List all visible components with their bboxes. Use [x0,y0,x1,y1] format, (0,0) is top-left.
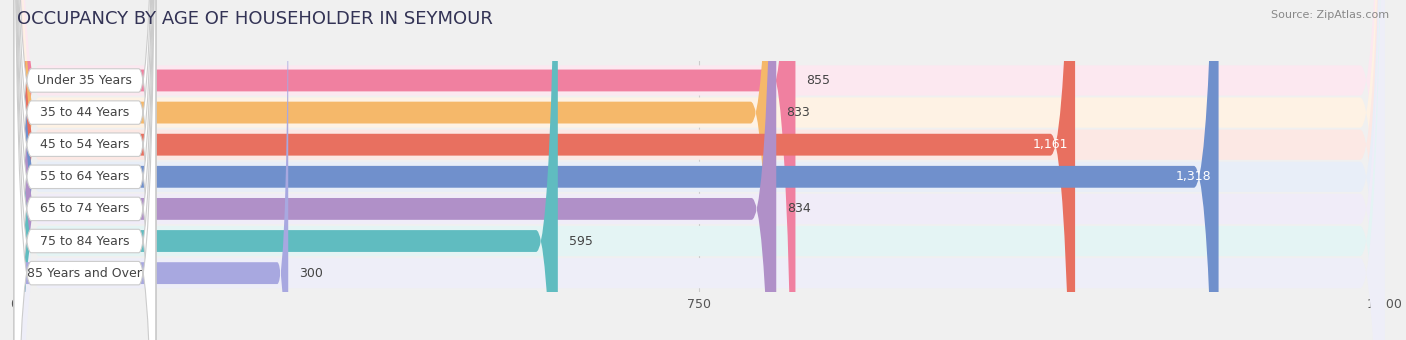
Text: 1,161: 1,161 [1032,138,1067,151]
FancyBboxPatch shape [14,0,288,340]
Text: 833: 833 [786,106,810,119]
Text: 855: 855 [807,74,831,87]
FancyBboxPatch shape [14,0,558,340]
FancyBboxPatch shape [14,0,1385,340]
FancyBboxPatch shape [14,0,1385,340]
FancyBboxPatch shape [14,0,156,340]
FancyBboxPatch shape [14,0,796,340]
Text: Source: ZipAtlas.com: Source: ZipAtlas.com [1271,10,1389,20]
Text: OCCUPANCY BY AGE OF HOUSEHOLDER IN SEYMOUR: OCCUPANCY BY AGE OF HOUSEHOLDER IN SEYMO… [17,10,492,28]
FancyBboxPatch shape [14,0,1076,340]
Text: 75 to 84 Years: 75 to 84 Years [41,235,129,248]
FancyBboxPatch shape [14,0,1385,340]
FancyBboxPatch shape [14,0,1385,340]
Text: Under 35 Years: Under 35 Years [38,74,132,87]
FancyBboxPatch shape [14,0,156,340]
Text: 35 to 44 Years: 35 to 44 Years [41,106,129,119]
Text: 834: 834 [787,202,811,216]
Text: 300: 300 [299,267,323,279]
FancyBboxPatch shape [14,0,156,340]
Text: 55 to 64 Years: 55 to 64 Years [41,170,129,183]
FancyBboxPatch shape [14,0,156,340]
FancyBboxPatch shape [14,0,156,340]
FancyBboxPatch shape [14,0,776,340]
FancyBboxPatch shape [14,0,775,340]
Text: 1,318: 1,318 [1175,170,1212,183]
FancyBboxPatch shape [14,0,1385,340]
FancyBboxPatch shape [14,0,1385,340]
Text: 595: 595 [569,235,593,248]
Text: 45 to 54 Years: 45 to 54 Years [41,138,129,151]
FancyBboxPatch shape [14,0,1385,340]
Text: 65 to 74 Years: 65 to 74 Years [41,202,129,216]
FancyBboxPatch shape [14,0,1219,340]
Text: 85 Years and Over: 85 Years and Over [28,267,142,279]
FancyBboxPatch shape [14,0,156,340]
FancyBboxPatch shape [14,0,156,340]
